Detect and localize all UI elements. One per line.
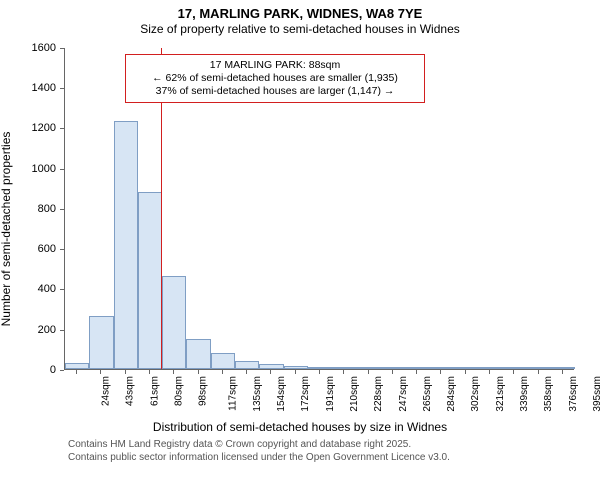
y-tick-mark: [60, 289, 64, 290]
histogram-bar: [381, 367, 405, 369]
annotation-box: 17 MARLING PARK: 88sqm ← 62% of semi-det…: [125, 54, 425, 103]
histogram-bar: [186, 339, 210, 369]
y-tick-mark: [60, 249, 64, 250]
title-main: 17, MARLING PARK, WIDNES, WA8 7YE: [0, 6, 600, 22]
chart: Number of semi-detached properties 02004…: [10, 40, 590, 418]
x-axis-title: Distribution of semi-detached houses by …: [0, 420, 600, 434]
histogram-bar: [454, 367, 478, 369]
y-tick-label: 0: [50, 364, 56, 376]
y-tick-mark: [60, 88, 64, 89]
y-tick-label: 800: [38, 203, 56, 215]
footer-line-2: Contains public sector information licen…: [68, 451, 584, 464]
x-tick-label: 24sqm: [101, 376, 112, 406]
histogram-bar: [405, 367, 429, 369]
histogram-bar: [284, 366, 308, 369]
histogram-bar: [235, 361, 259, 369]
x-tick-mark: [489, 370, 490, 374]
x-tick-label: 98sqm: [198, 376, 209, 406]
title-sub: Size of property relative to semi-detach…: [0, 22, 600, 36]
y-tick-label: 1400: [32, 82, 56, 94]
x-tick-mark: [416, 370, 417, 374]
y-tick-label: 1000: [32, 163, 56, 175]
x-tick-label: 191sqm: [325, 376, 336, 412]
x-tick-label: 210sqm: [349, 376, 360, 412]
x-tick-label: 358sqm: [543, 376, 554, 412]
y-tick-label: 400: [38, 283, 56, 295]
y-tick-mark: [60, 169, 64, 170]
x-tick-label: 376sqm: [568, 376, 579, 412]
histogram-bar: [65, 363, 89, 369]
x-tick-mark: [149, 370, 150, 374]
x-tick-mark: [270, 370, 271, 374]
histogram-bar: [502, 367, 526, 369]
x-tick-mark: [319, 370, 320, 374]
x-tick-label: 265sqm: [422, 376, 433, 412]
x-tick-mark: [368, 370, 369, 374]
histogram-bar: [138, 192, 162, 369]
x-tick-label: 117sqm: [227, 376, 238, 411]
x-tick-mark: [440, 370, 441, 374]
x-tick-mark: [392, 370, 393, 374]
x-tick-label: 172sqm: [301, 376, 312, 412]
x-tick-mark: [100, 370, 101, 374]
chart-title-block: 17, MARLING PARK, WIDNES, WA8 7YE Size o…: [0, 0, 600, 36]
x-tick-mark: [125, 370, 126, 374]
plot-area: 17 MARLING PARK: 88sqm ← 62% of semi-det…: [64, 48, 574, 370]
y-tick-mark: [60, 48, 64, 49]
y-tick-label: 600: [38, 243, 56, 255]
x-tick-mark: [465, 370, 466, 374]
y-tick-label: 1200: [32, 122, 56, 134]
x-tick-label: 154sqm: [276, 376, 287, 412]
chart-footer: Contains HM Land Registry data © Crown c…: [0, 434, 600, 464]
x-tick-mark: [222, 370, 223, 374]
y-axis: 02004006008001000120014001600: [10, 48, 60, 370]
histogram-bar: [308, 367, 332, 369]
histogram-bar: [551, 367, 575, 369]
histogram-bar: [114, 121, 138, 369]
histogram-bar: [356, 367, 380, 369]
y-tick-label: 200: [38, 324, 56, 336]
x-tick-label: 43sqm: [125, 376, 136, 406]
footer-line-1: Contains HM Land Registry data © Crown c…: [68, 438, 584, 451]
x-tick-label: 135sqm: [252, 376, 263, 412]
x-tick-mark: [198, 370, 199, 374]
annotation-line-1: 17 MARLING PARK: 88sqm: [132, 59, 418, 72]
x-tick-label: 80sqm: [174, 376, 185, 406]
histogram-bar: [429, 367, 453, 369]
x-tick-label: 302sqm: [471, 376, 482, 412]
x-tick-label: 247sqm: [398, 376, 409, 412]
x-axis: 24sqm 43sqm 61sqm 80sqm 98sqm 117sqm 135sqm 154…: [64, 370, 574, 418]
histogram-bar: [526, 367, 550, 369]
x-tick-mark: [538, 370, 539, 374]
x-tick-mark: [173, 370, 174, 374]
x-tick-mark: [513, 370, 514, 374]
x-tick-label: 339sqm: [519, 376, 530, 412]
y-tick-label: 1600: [32, 42, 56, 54]
histogram-bar: [478, 367, 502, 369]
x-tick-label: 61sqm: [149, 376, 160, 406]
x-tick-label: 321sqm: [495, 376, 506, 412]
histogram-bar: [332, 367, 356, 369]
y-tick-mark: [60, 370, 64, 371]
y-tick-mark: [60, 128, 64, 129]
annotation-line-3: 37% of semi-detached houses are larger (…: [132, 85, 418, 98]
x-tick-mark: [343, 370, 344, 374]
histogram-bar: [162, 276, 186, 369]
x-tick-mark: [295, 370, 296, 374]
x-tick-mark: [76, 370, 77, 374]
histogram-bar: [259, 364, 283, 369]
x-tick-label: 284sqm: [446, 376, 457, 412]
y-tick-mark: [60, 209, 64, 210]
annotation-line-2: ← 62% of semi-detached houses are smalle…: [132, 72, 418, 85]
x-tick-label: 395sqm: [592, 376, 600, 412]
x-tick-mark: [562, 370, 563, 374]
x-tick-label: 228sqm: [373, 376, 384, 412]
histogram-bar: [211, 353, 235, 369]
x-tick-mark: [246, 370, 247, 374]
y-tick-mark: [60, 330, 64, 331]
histogram-bar: [89, 316, 113, 369]
